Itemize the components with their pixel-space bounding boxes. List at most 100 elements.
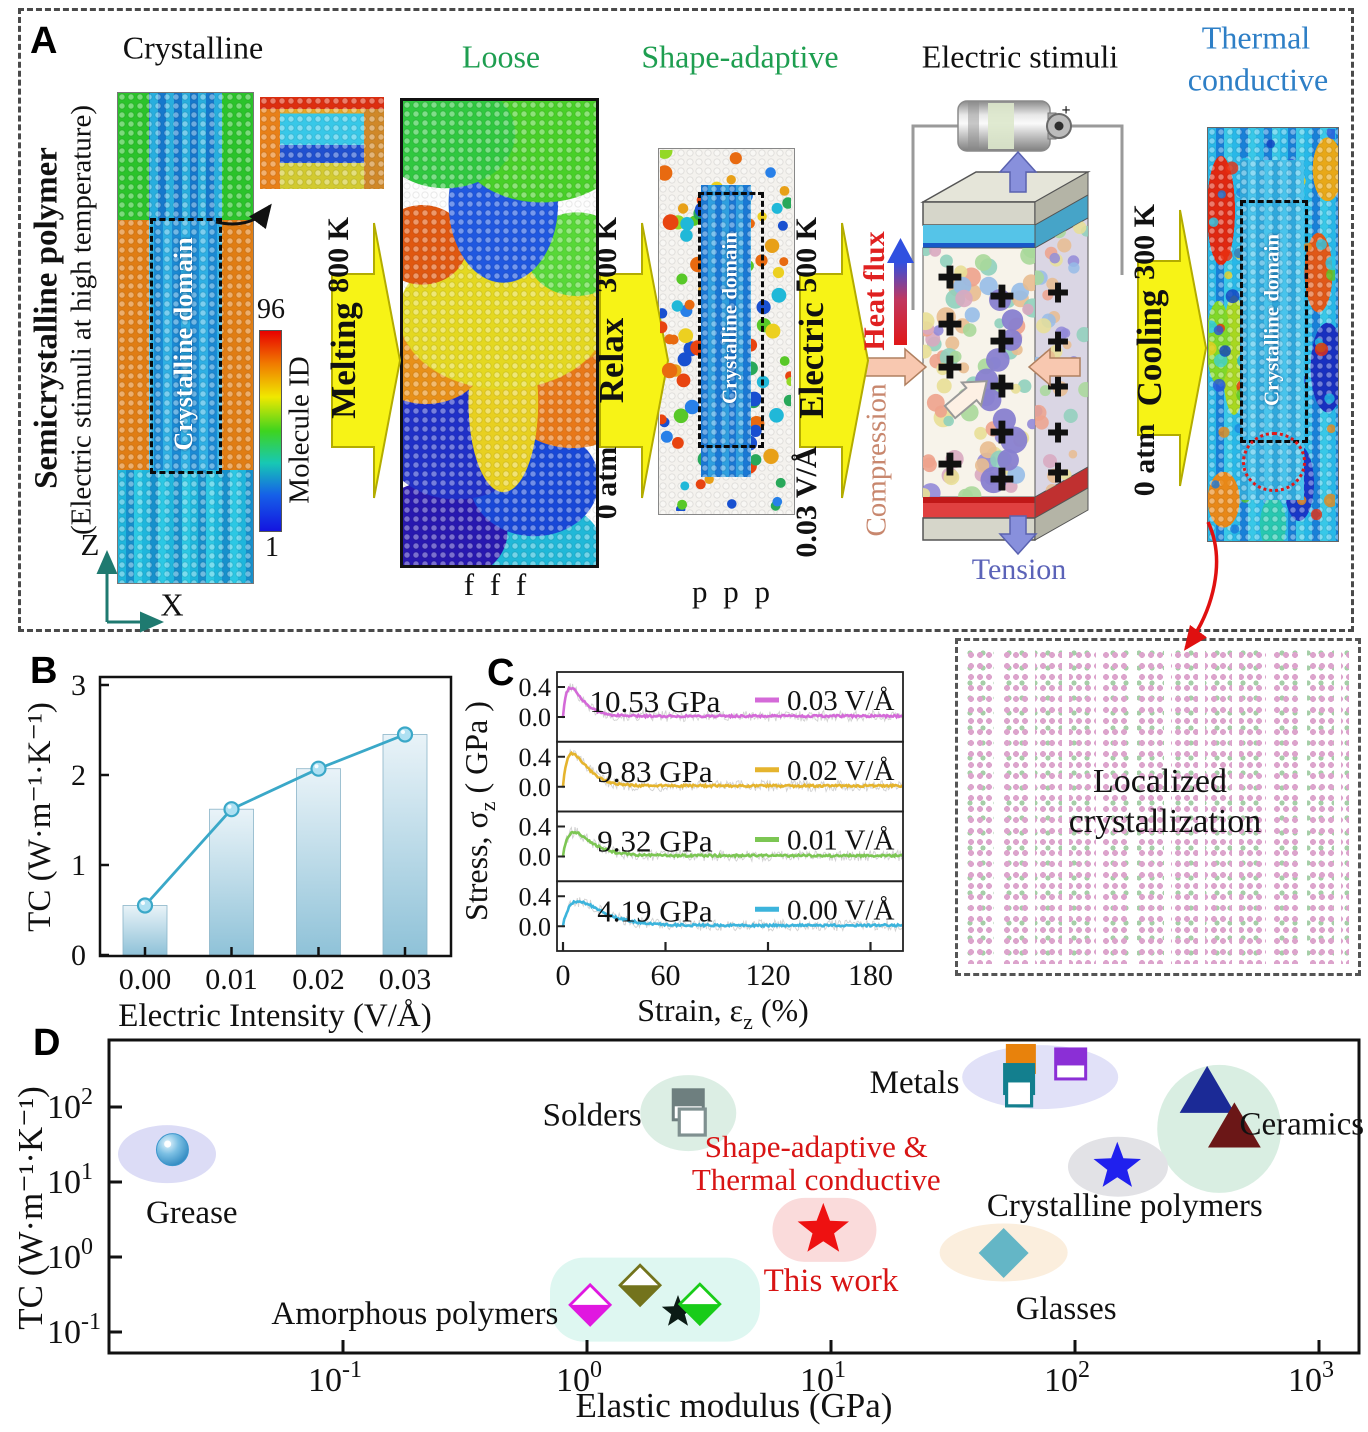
marker-grease-0 <box>155 1133 189 1167</box>
localized-crystallization-box <box>955 638 1361 976</box>
loose-structure-image <box>400 98 599 568</box>
tc-marker-highlight <box>314 764 319 769</box>
molecule-id-colorbar <box>259 330 282 532</box>
tc-line-series <box>143 733 406 907</box>
y-tick-label: 1 <box>71 849 86 882</box>
bar-0.03 <box>382 734 428 956</box>
series-group <box>561 826 902 863</box>
loose-boundary-label: f f f <box>463 567 531 602</box>
y-tick-label: 0.4 <box>519 743 552 772</box>
stress-curve <box>561 750 902 789</box>
stress-curve <box>561 899 902 929</box>
crystalline-top-section <box>118 93 253 221</box>
x-tick-label: 0.03 <box>379 963 432 996</box>
x-tick-label: 60 <box>650 959 680 992</box>
stage-crystalline: Crystalline <box>122 29 264 66</box>
y-tick-label: 0.0 <box>519 703 552 732</box>
tc-marker-highlight <box>141 901 145 905</box>
modulus-label: 9.32 GPa <box>597 824 713 859</box>
series-group <box>561 683 902 723</box>
noise-curve <box>562 897 902 933</box>
y-tick-label: 0.0 <box>519 912 552 941</box>
y-tick-label: 0.4 <box>519 882 552 911</box>
modulus-label: 4.19 GPa <box>597 893 713 928</box>
this-work-label: This work <box>764 1263 899 1299</box>
marker-metals-1-fill <box>1055 1048 1086 1066</box>
axis-z-label: Z <box>80 527 100 562</box>
panel-a-side-subtitle: (Electric stimuli at high temperature) <box>65 104 98 536</box>
plot-frame <box>98 675 453 958</box>
y-tick-label: 0.4 <box>519 813 552 842</box>
inset-molecule-image <box>260 97 384 189</box>
noise-curve <box>562 826 902 863</box>
x-tick-label: 0.00 <box>119 963 172 996</box>
crystalline-domain-label: Crystalline domain <box>169 237 198 451</box>
chart-c-stress-strain: 0.40.0 10.53 GPa 0.03 V/Å0.40.0 9.83 GPa 0.0… <box>458 671 904 1034</box>
stage-thermal-line1: Thermal <box>1201 19 1311 56</box>
marker-amorphous-polymers-0-fill <box>570 1304 611 1325</box>
compression-label: Compression <box>860 383 893 537</box>
tc-marker <box>310 760 327 777</box>
axis-x-label: X <box>160 586 184 623</box>
colorbar-title: Molecule ID <box>283 356 316 504</box>
marker-metals-3 <box>1004 1079 1034 1108</box>
stress-curve <box>561 685 902 720</box>
marker-solders-0-fill <box>673 1089 704 1107</box>
stage-thermal-line2: conductive <box>1187 61 1329 98</box>
panel-a-side-title: Semicrystalline polymer <box>28 147 65 489</box>
y-tick-label: 0.4 <box>519 673 552 702</box>
legend-label: 0.00 V/Å <box>787 894 894 926</box>
y-tick-label: 0.0 <box>519 773 552 802</box>
tc-marker-highlight <box>401 730 405 734</box>
modulus-label: 10.53 GPa <box>590 684 721 719</box>
marker-this-work <box>797 1202 849 1252</box>
y-tick-label: 100 <box>47 1234 93 1276</box>
shape-adaptive-domain-label: Crystalline domain <box>717 231 742 405</box>
x-tick-label: 120 <box>745 959 790 992</box>
bar-0.02 <box>296 768 341 956</box>
y-tick-label: 102 <box>47 1084 93 1126</box>
x-tick-label: 0 <box>556 959 571 992</box>
x-tick-label: 0.02 <box>292 963 345 996</box>
x-tick-label: 100 <box>556 1357 602 1399</box>
marker-solders-1 <box>677 1107 707 1137</box>
marker-metals-2-fill <box>1004 1064 1034 1081</box>
panel-c-label: C <box>487 652 515 694</box>
localized-dots-texture <box>967 650 1349 964</box>
shape-boundary-label: p p p <box>692 574 774 609</box>
colorbar-max: 96 <box>257 294 285 325</box>
tension-label: Tension <box>971 553 1067 586</box>
y-tick-label: 0.0 <box>519 843 552 872</box>
chart-d-material-scatter: 10-1 100 101 102 103 10-1 100 101 102 Elastic mod… <box>11 1038 1364 1425</box>
heat-flux-label: Heat flux <box>858 231 891 351</box>
group-label-amorphous-polymers: Amorphous polymers <box>271 1296 558 1332</box>
subplot-frame <box>556 880 904 952</box>
y-axis-title: TC (W·m⁻¹·K⁻¹) <box>11 1086 50 1330</box>
crystalline-domain-box <box>150 218 222 474</box>
tc-marker <box>223 801 240 818</box>
highlight-label-line2: Thermal conductive <box>692 1162 941 1197</box>
x-tick-label: 0.01 <box>205 963 258 996</box>
stress-curve <box>561 830 902 859</box>
stage-electric-stimuli: Electric stimuli <box>921 38 1119 75</box>
group-label-solders: Solders <box>543 1097 642 1133</box>
marker-amorphous-polymers-3-fill <box>679 1304 720 1325</box>
group-label-glasses: Glasses <box>1016 1291 1117 1327</box>
group-label-crystalline-polymers: Crystalline polymers <box>987 1188 1263 1224</box>
highlight-label-line1: Shape-adaptive & <box>705 1129 928 1164</box>
marker-amorphous-polymers-2 <box>661 1295 695 1326</box>
x-axis-title: Electric Intensity (V/Å) <box>118 997 431 1034</box>
panel-a-border <box>18 8 1354 632</box>
y-tick-label: 10-1 <box>47 1309 101 1351</box>
panel-b-label: B <box>30 650 58 692</box>
marker-amorphous-polymers-1-fill <box>620 1285 661 1306</box>
tc-marker <box>396 726 414 743</box>
y-axis-title: Stress, σz ( GPa ) <box>458 701 500 921</box>
x-axis-title: Strain, εz (%) <box>637 992 809 1034</box>
x-tick-label: 102 <box>1044 1357 1090 1399</box>
thermal-domain-label: Crystalline domain <box>1259 233 1284 407</box>
marker-grease-0-highlight <box>164 1140 172 1148</box>
localized-label-line2: crystallization <box>1068 803 1262 840</box>
